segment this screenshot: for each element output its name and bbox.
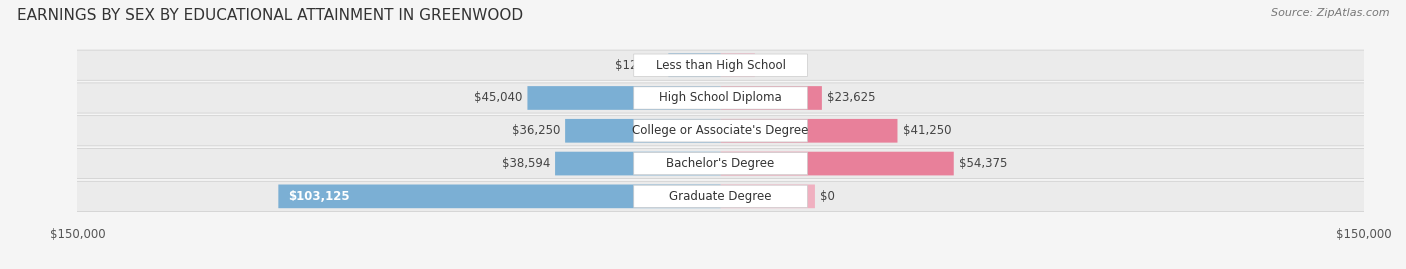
FancyBboxPatch shape <box>634 185 807 207</box>
Text: $54,375: $54,375 <box>959 157 1007 170</box>
FancyBboxPatch shape <box>58 83 1384 113</box>
Text: EARNINGS BY SEX BY EDUCATIONAL ATTAINMENT IN GREENWOOD: EARNINGS BY SEX BY EDUCATIONAL ATTAINMEN… <box>17 8 523 23</box>
FancyBboxPatch shape <box>278 185 721 208</box>
FancyBboxPatch shape <box>668 53 721 77</box>
FancyBboxPatch shape <box>720 53 755 77</box>
FancyBboxPatch shape <box>58 116 1384 146</box>
Text: Bachelor's Degree: Bachelor's Degree <box>666 157 775 170</box>
Text: $38,594: $38,594 <box>502 157 550 170</box>
FancyBboxPatch shape <box>634 54 807 76</box>
FancyBboxPatch shape <box>527 86 721 110</box>
FancyBboxPatch shape <box>58 50 1384 80</box>
FancyBboxPatch shape <box>634 120 807 142</box>
FancyBboxPatch shape <box>720 185 815 208</box>
Text: $103,125: $103,125 <box>288 190 350 203</box>
Text: High School Diploma: High School Diploma <box>659 91 782 104</box>
FancyBboxPatch shape <box>720 152 953 175</box>
FancyBboxPatch shape <box>634 87 807 109</box>
Text: College or Associate's Degree: College or Associate's Degree <box>633 124 808 137</box>
Text: $0: $0 <box>820 190 835 203</box>
FancyBboxPatch shape <box>720 86 823 110</box>
Text: $45,040: $45,040 <box>474 91 522 104</box>
FancyBboxPatch shape <box>565 119 721 143</box>
Text: $41,250: $41,250 <box>903 124 950 137</box>
FancyBboxPatch shape <box>58 148 1384 179</box>
Text: Source: ZipAtlas.com: Source: ZipAtlas.com <box>1271 8 1389 18</box>
Text: Less than High School: Less than High School <box>655 59 786 72</box>
FancyBboxPatch shape <box>58 181 1384 211</box>
Text: $36,250: $36,250 <box>512 124 560 137</box>
FancyBboxPatch shape <box>555 152 721 175</box>
Text: $12,188: $12,188 <box>614 59 664 72</box>
FancyBboxPatch shape <box>720 119 897 143</box>
Text: $23,625: $23,625 <box>827 91 876 104</box>
Text: Graduate Degree: Graduate Degree <box>669 190 772 203</box>
FancyBboxPatch shape <box>634 153 807 175</box>
Text: $0: $0 <box>761 59 775 72</box>
